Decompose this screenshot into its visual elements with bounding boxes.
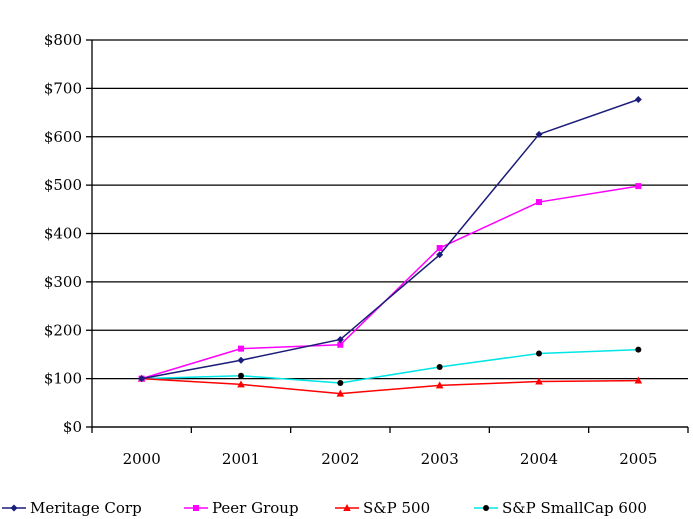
data-point	[435, 381, 444, 389]
series-line	[141, 98, 639, 380]
x-tick-label: 2001	[222, 450, 260, 468]
data-point	[436, 245, 443, 252]
data-point	[635, 183, 642, 190]
data-point	[634, 96, 642, 104]
legend-label: Peer Group	[212, 499, 299, 517]
x-axis: 2000 2001 2002 2003 2004 2005	[91, 40, 689, 468]
y-tick-label: $300	[44, 273, 82, 291]
x-tick-label: 2005	[619, 450, 657, 468]
legend-marker	[10, 504, 18, 512]
legend: Meritage Corp Peer Group S&P 500 S&P SmallC…	[2, 499, 647, 517]
data-point	[336, 335, 344, 343]
data-point	[536, 199, 542, 206]
legend-label: S&P 500	[363, 499, 430, 517]
data-point	[536, 350, 542, 357]
data-point	[635, 346, 642, 353]
x-tick-label: 2000	[123, 450, 161, 468]
legend-item: Peer Group	[184, 499, 299, 517]
legend-marker	[483, 505, 489, 511]
gridlines	[86, 39, 688, 428]
data-point	[238, 372, 244, 379]
data-point	[436, 251, 444, 259]
series-line	[141, 377, 639, 395]
data-point	[336, 389, 345, 397]
legend-marker	[343, 504, 351, 511]
data-point	[436, 364, 443, 371]
data-point	[238, 345, 244, 352]
y-tick-label: $500	[44, 176, 82, 194]
data-point	[237, 380, 245, 388]
data-point	[237, 356, 245, 364]
data-point	[138, 375, 146, 383]
series-meritage-corp	[138, 96, 642, 383]
y-tick-label: $0	[63, 418, 82, 436]
y-axis-tick-labels: $0 $100 $200 $300 $400 $500 $600 $700 $800	[44, 31, 82, 436]
x-tick-label: 2004	[520, 450, 558, 468]
series-s-p-500	[137, 374, 643, 397]
x-tick-label: 2003	[421, 450, 459, 468]
series-line	[141, 348, 639, 384]
legend-item: S&P SmallCap 600	[474, 499, 647, 517]
legend-marker	[193, 505, 199, 511]
y-tick-label: $600	[44, 128, 82, 146]
y-tick-label: $700	[44, 79, 82, 97]
series-lines	[137, 96, 643, 397]
data-point	[337, 379, 344, 386]
data-point	[634, 376, 643, 384]
data-point	[535, 377, 543, 385]
y-tick-label: $800	[44, 31, 82, 49]
y-tick-label: $200	[44, 321, 82, 339]
series-s-p-smallcap-600	[138, 346, 642, 386]
legend-item: Meritage Corp	[2, 499, 142, 517]
legend-label: Meritage Corp	[30, 499, 142, 517]
legend-item: S&P 500	[335, 499, 430, 517]
legend-label: S&P SmallCap 600	[502, 499, 647, 517]
y-tick-label: $400	[44, 225, 82, 243]
data-point	[535, 130, 543, 138]
data-point	[337, 341, 344, 348]
x-tick-label: 2002	[321, 450, 359, 468]
y-tick-label: $100	[44, 370, 82, 388]
